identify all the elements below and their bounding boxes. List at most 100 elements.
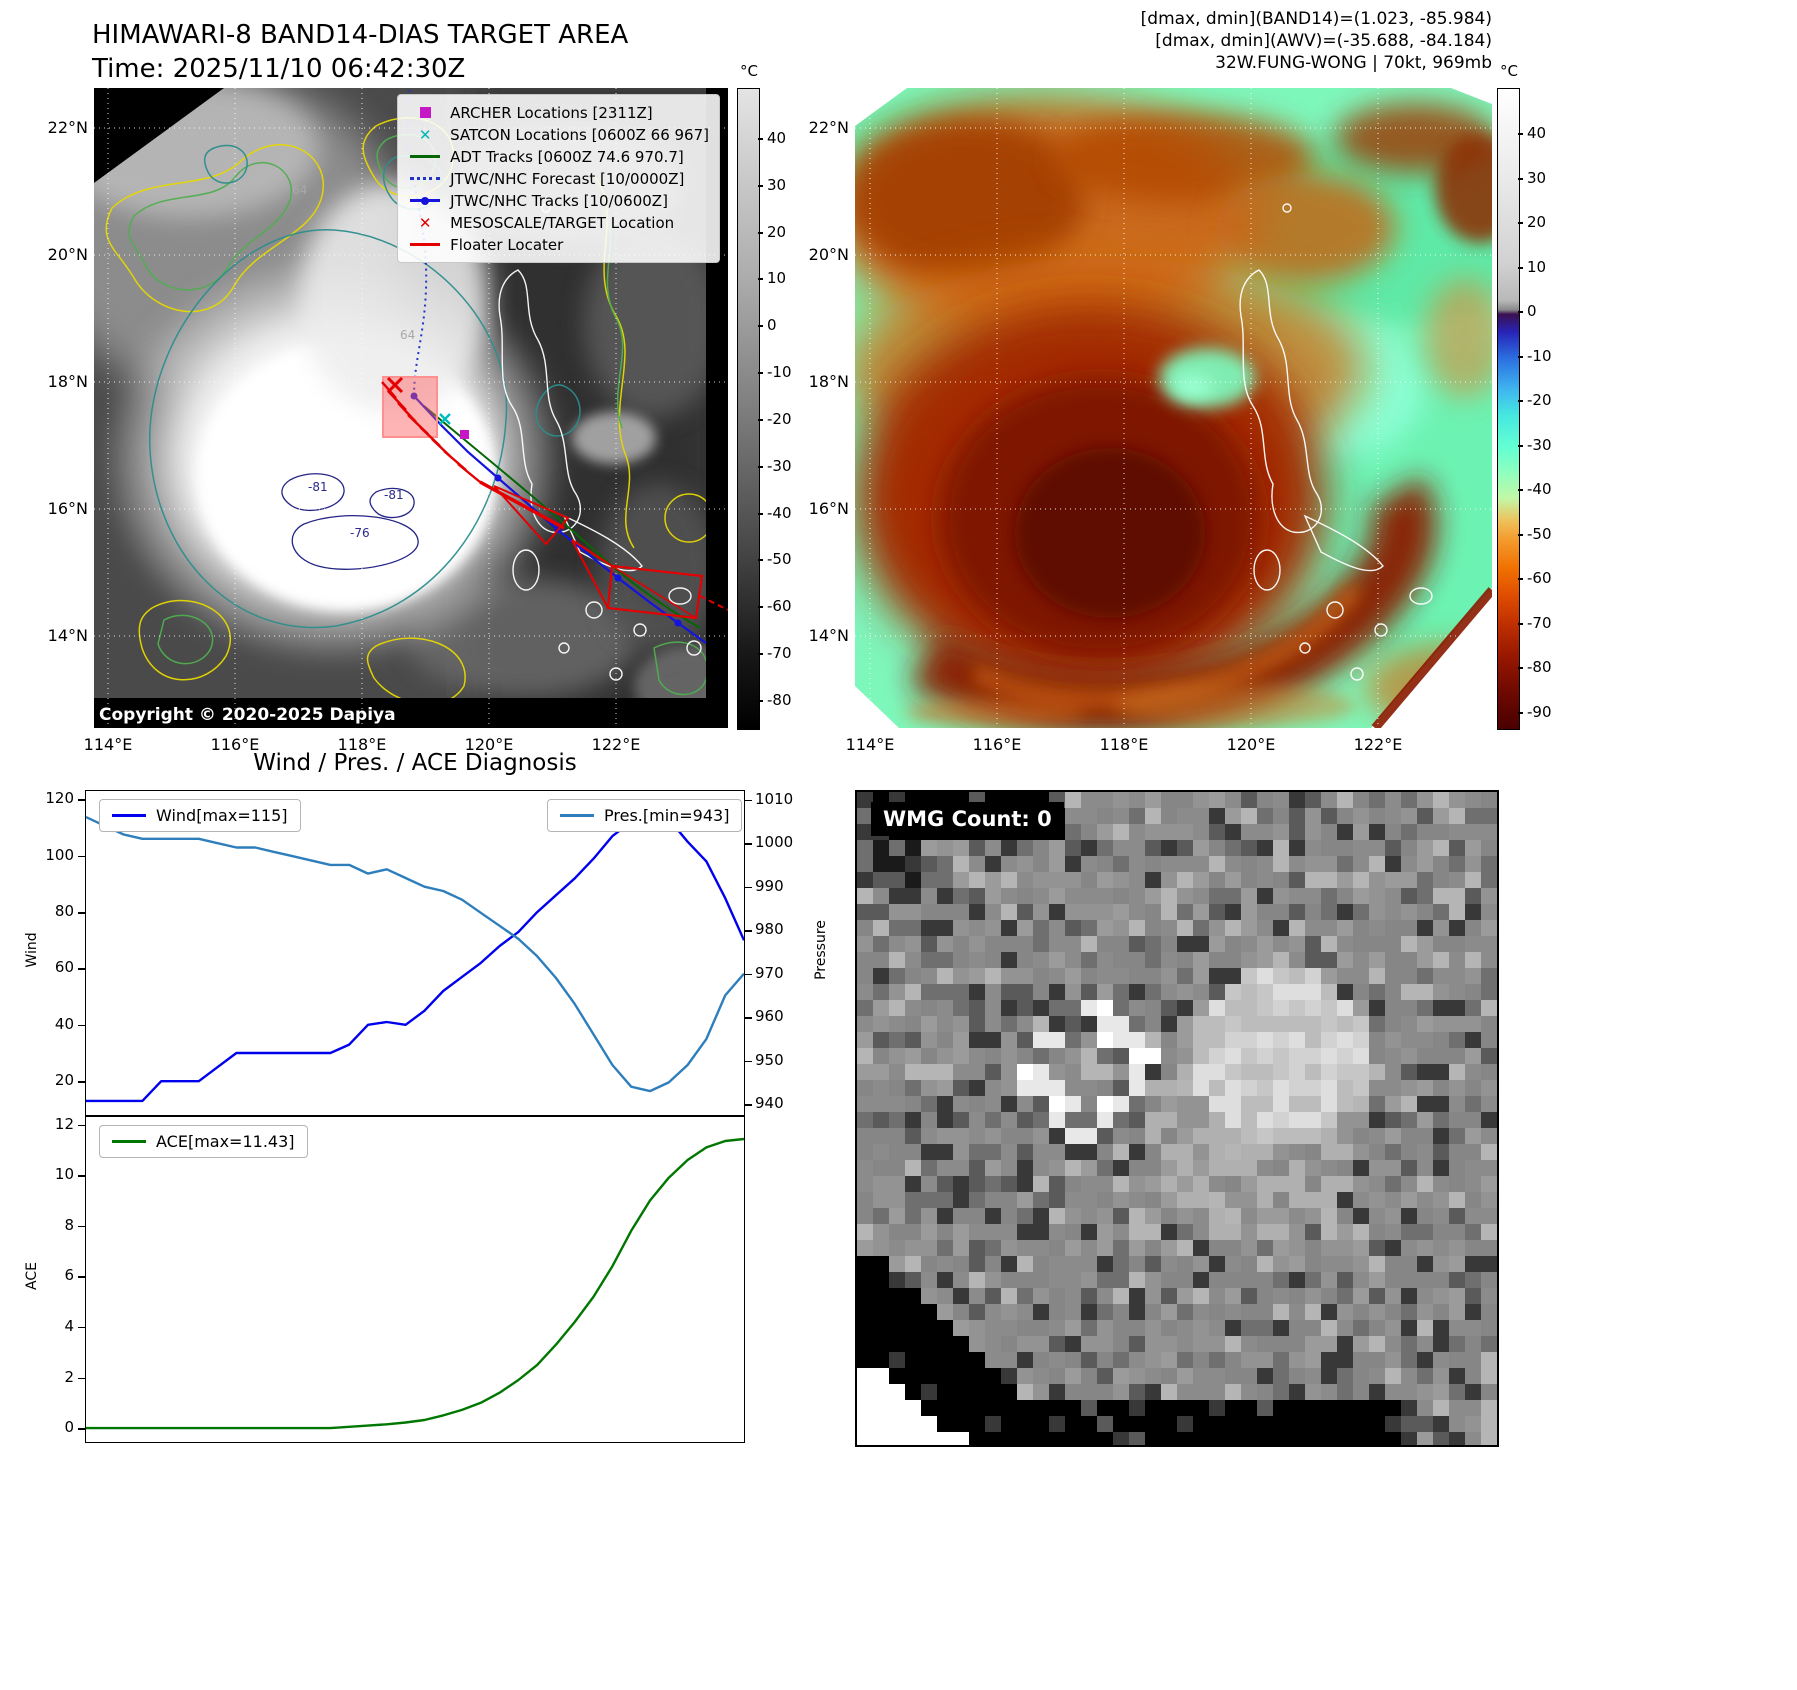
chart-tick-mark [78,1377,85,1379]
chart-tick-mark [78,968,85,970]
awv-map-graphic [855,88,1492,728]
awv-info-line: 32W.FUNG-WONG | 70kt, 969mb [1215,53,1492,73]
colorbar-tick-mark [1518,712,1523,715]
chart-tick-mark [745,1060,752,1063]
colorbar-tick-label: 30 [1527,168,1547,187]
chart-tick-mark [745,1104,752,1106]
colorbar-tick-label: 20 [1527,213,1547,232]
dotted-marker-icon [408,177,442,180]
square-marker-icon [408,107,442,118]
map-y-tick-label: 20°N [808,245,849,264]
band14-satellite-image[interactable]: ARCHER Locations [2311Z] ✕ SATCON Location… [94,88,728,728]
ace-chart[interactable] [85,1116,745,1443]
chart-tick-label: 4 [64,1316,74,1335]
ACE[max=11.43] [86,1137,744,1430]
band14-colorbar [737,88,760,730]
colorbar-tick-mark [758,372,763,375]
chart-tick-label: 1010 [755,789,794,808]
ace-line-sample-icon [112,1140,146,1143]
colorbar-tick-label: 0 [767,316,777,335]
chart-tick-label: 8 [64,1215,74,1234]
contour-label: 64 [400,328,416,342]
map-x-tick-label: 118°E [337,735,387,754]
colorbar-tick-label: -80 [1527,658,1552,677]
map-legend-label: SATCON Locations [0600Z 66 967] [450,125,709,144]
colorbar-tick-mark [1518,355,1523,358]
awv-info-line: [dmax, dmin](BAND14)=(1.023, -85.984) [1140,9,1492,29]
pressure-line-sample-icon [560,814,594,817]
colorbar-tick-mark [1518,489,1523,492]
chart-tick-mark [745,930,752,932]
colorbar-tick-label: -10 [1527,346,1552,365]
band14-colorbar-unit: °C [740,62,758,80]
colorbar-tick-label: -20 [767,409,792,428]
chart-tick-mark [745,886,752,889]
wind-pressure-plot [86,812,744,1103]
awv-info-line: [dmax, dmin](AWV)=(-35.688, -84.184) [1155,31,1492,51]
chart-tick-label: 980 [755,920,784,939]
line-marker-icon [408,243,442,246]
map-legend-item: ARCHER Locations [2311Z] [408,103,709,122]
colorbar-tick-label: -50 [1527,524,1552,543]
colorbar-tick-mark [758,699,763,702]
wmg-image[interactable]: WMG Count: 0 [855,790,1499,1447]
line-marker-icon [408,155,442,158]
colorbar-tick-mark [758,465,763,468]
map-x-tick-label: 118°E [1099,735,1149,754]
map-y-tick-label: 22°N [808,118,849,137]
map-x-tick-label: 116°E [972,735,1022,754]
map-y-tick-label: 16°N [47,499,88,518]
chart-tick-mark [78,1326,85,1329]
chart-tick-mark [745,799,752,802]
contour-label: -81 [308,480,328,494]
map-legend-item: Floater Locater [408,235,709,254]
pressure-axis-label: Pressure [813,920,829,980]
chart-tick-label: 950 [755,1050,784,1069]
chart-tick-label: 940 [755,1094,784,1113]
awv-info-block: [dmax, dmin](BAND14)=(1.023, -85.984) [dm… [1050,8,1492,74]
colorbar-tick-mark [1518,177,1523,180]
map-y-tick-label: 14°N [47,626,88,645]
colorbar-tick-mark [758,325,763,328]
floater-locater-graphics [381,376,728,620]
chart-tick-mark [78,1124,85,1127]
chart-tick-label: 960 [755,1007,784,1026]
map-legend-item: ✕ MESOSCALE/TARGET Location [408,213,709,232]
colorbar-tick-label: -30 [1527,435,1552,454]
colorbar-tick-mark [1518,133,1523,135]
chart-tick-label: 120 [45,789,74,808]
colorbar-tick-label: 30 [767,175,787,194]
colorbar-tick-mark [1518,622,1523,625]
colorbar-tick-label: 40 [767,129,787,147]
wind-pressure-chart[interactable] [85,790,745,1116]
band14-map-legend: ARCHER Locations [2311Z] ✕ SATCON Location… [397,94,720,263]
ace-plot [86,1137,744,1430]
Wind[max=115] [86,812,744,1103]
map-y-tick-label: 18°N [47,372,88,391]
chart-tick-mark [78,1276,85,1278]
chart-tick-mark [78,1175,85,1177]
colorbar-tick-mark [758,278,763,281]
colorbar-tick-mark [1518,533,1523,536]
satcon-location-marker [439,413,451,425]
chart-tick-label: 990 [755,876,784,895]
colorbar-tick-mark [1518,311,1523,314]
colorbar-tick-label: -30 [767,456,792,475]
colorbar-tick-label: -80 [767,690,792,709]
pressure-legend-label: Pres.[min=943] [604,806,730,825]
colorbar-tick-label: 40 [1527,124,1547,142]
chart-tick-mark [78,1024,85,1027]
chart-tick-label: 60 [54,958,74,977]
map-legend-item: JTWC/NHC Tracks [10/0600Z] [408,191,709,210]
line-marker-marker-icon [408,196,442,205]
chart-tick-mark [78,1081,85,1083]
diagnosis-title: Wind / Pres. / ACE Diagnosis [253,750,577,776]
map-legend-label: JTWC/NHC Tracks [10/0600Z] [450,191,668,210]
colorbar-tick-mark [1518,400,1523,403]
chart-tick-mark [745,1017,752,1019]
awv-satellite-image[interactable] [855,88,1492,728]
chart-tick-mark [78,855,85,858]
contour-label: -76 [350,526,370,540]
colorbar-tick-label: 20 [767,222,787,241]
